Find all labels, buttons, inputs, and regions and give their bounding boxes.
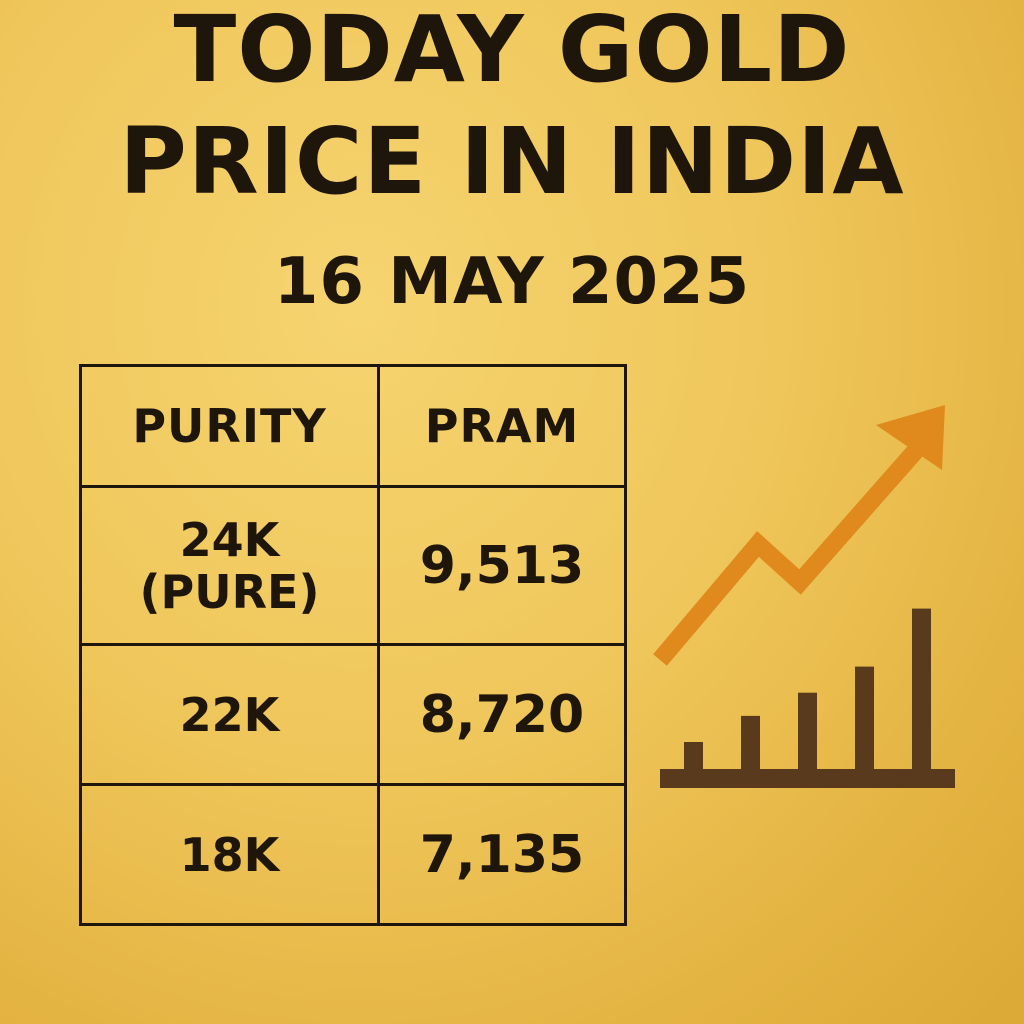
graphic-bar bbox=[798, 692, 817, 771]
purity-note: (PURE) bbox=[139, 564, 320, 619]
page-title-line-1: TODAY GOLD bbox=[173, 0, 851, 103]
trend-arrow-head bbox=[876, 405, 945, 470]
bars-group bbox=[684, 608, 931, 771]
date-label: 16 MAY 2025 bbox=[273, 245, 751, 319]
column-header-pram: PRAM bbox=[377, 364, 627, 488]
price-cell: 7,135 bbox=[377, 783, 627, 926]
column-header-purity: PURITY bbox=[79, 364, 380, 488]
graphic-bar bbox=[741, 715, 760, 771]
purity-label: 24K bbox=[179, 512, 280, 567]
table-row: 22K 8,720 bbox=[79, 643, 627, 786]
graphic-baseline bbox=[660, 769, 955, 788]
table-row: 24K (PURE) 9,513 bbox=[79, 485, 627, 646]
table-header-row: PURITY PRAM bbox=[79, 364, 627, 488]
price-cell: 8,720 bbox=[377, 643, 627, 786]
page-title-line-2: PRICE IN INDIA bbox=[119, 108, 905, 215]
purity-cell: 22K bbox=[79, 643, 380, 786]
graphic-bar bbox=[912, 608, 931, 771]
rising-bar-chart-with-trend-arrow-icon bbox=[653, 405, 955, 788]
graphic-bar bbox=[855, 666, 874, 771]
graphic-bar bbox=[684, 742, 703, 771]
price-cell: 9,513 bbox=[377, 485, 627, 646]
purity-cell: 24K (PURE) bbox=[79, 485, 380, 646]
table-row: 18K 7,135 bbox=[79, 783, 627, 926]
purity-cell: 18K bbox=[79, 783, 380, 926]
trend-arrow-line bbox=[653, 442, 925, 666]
gold-price-table: PURITY PRAM 24K (PURE) 9,513 22K 8,720 1… bbox=[79, 364, 627, 926]
